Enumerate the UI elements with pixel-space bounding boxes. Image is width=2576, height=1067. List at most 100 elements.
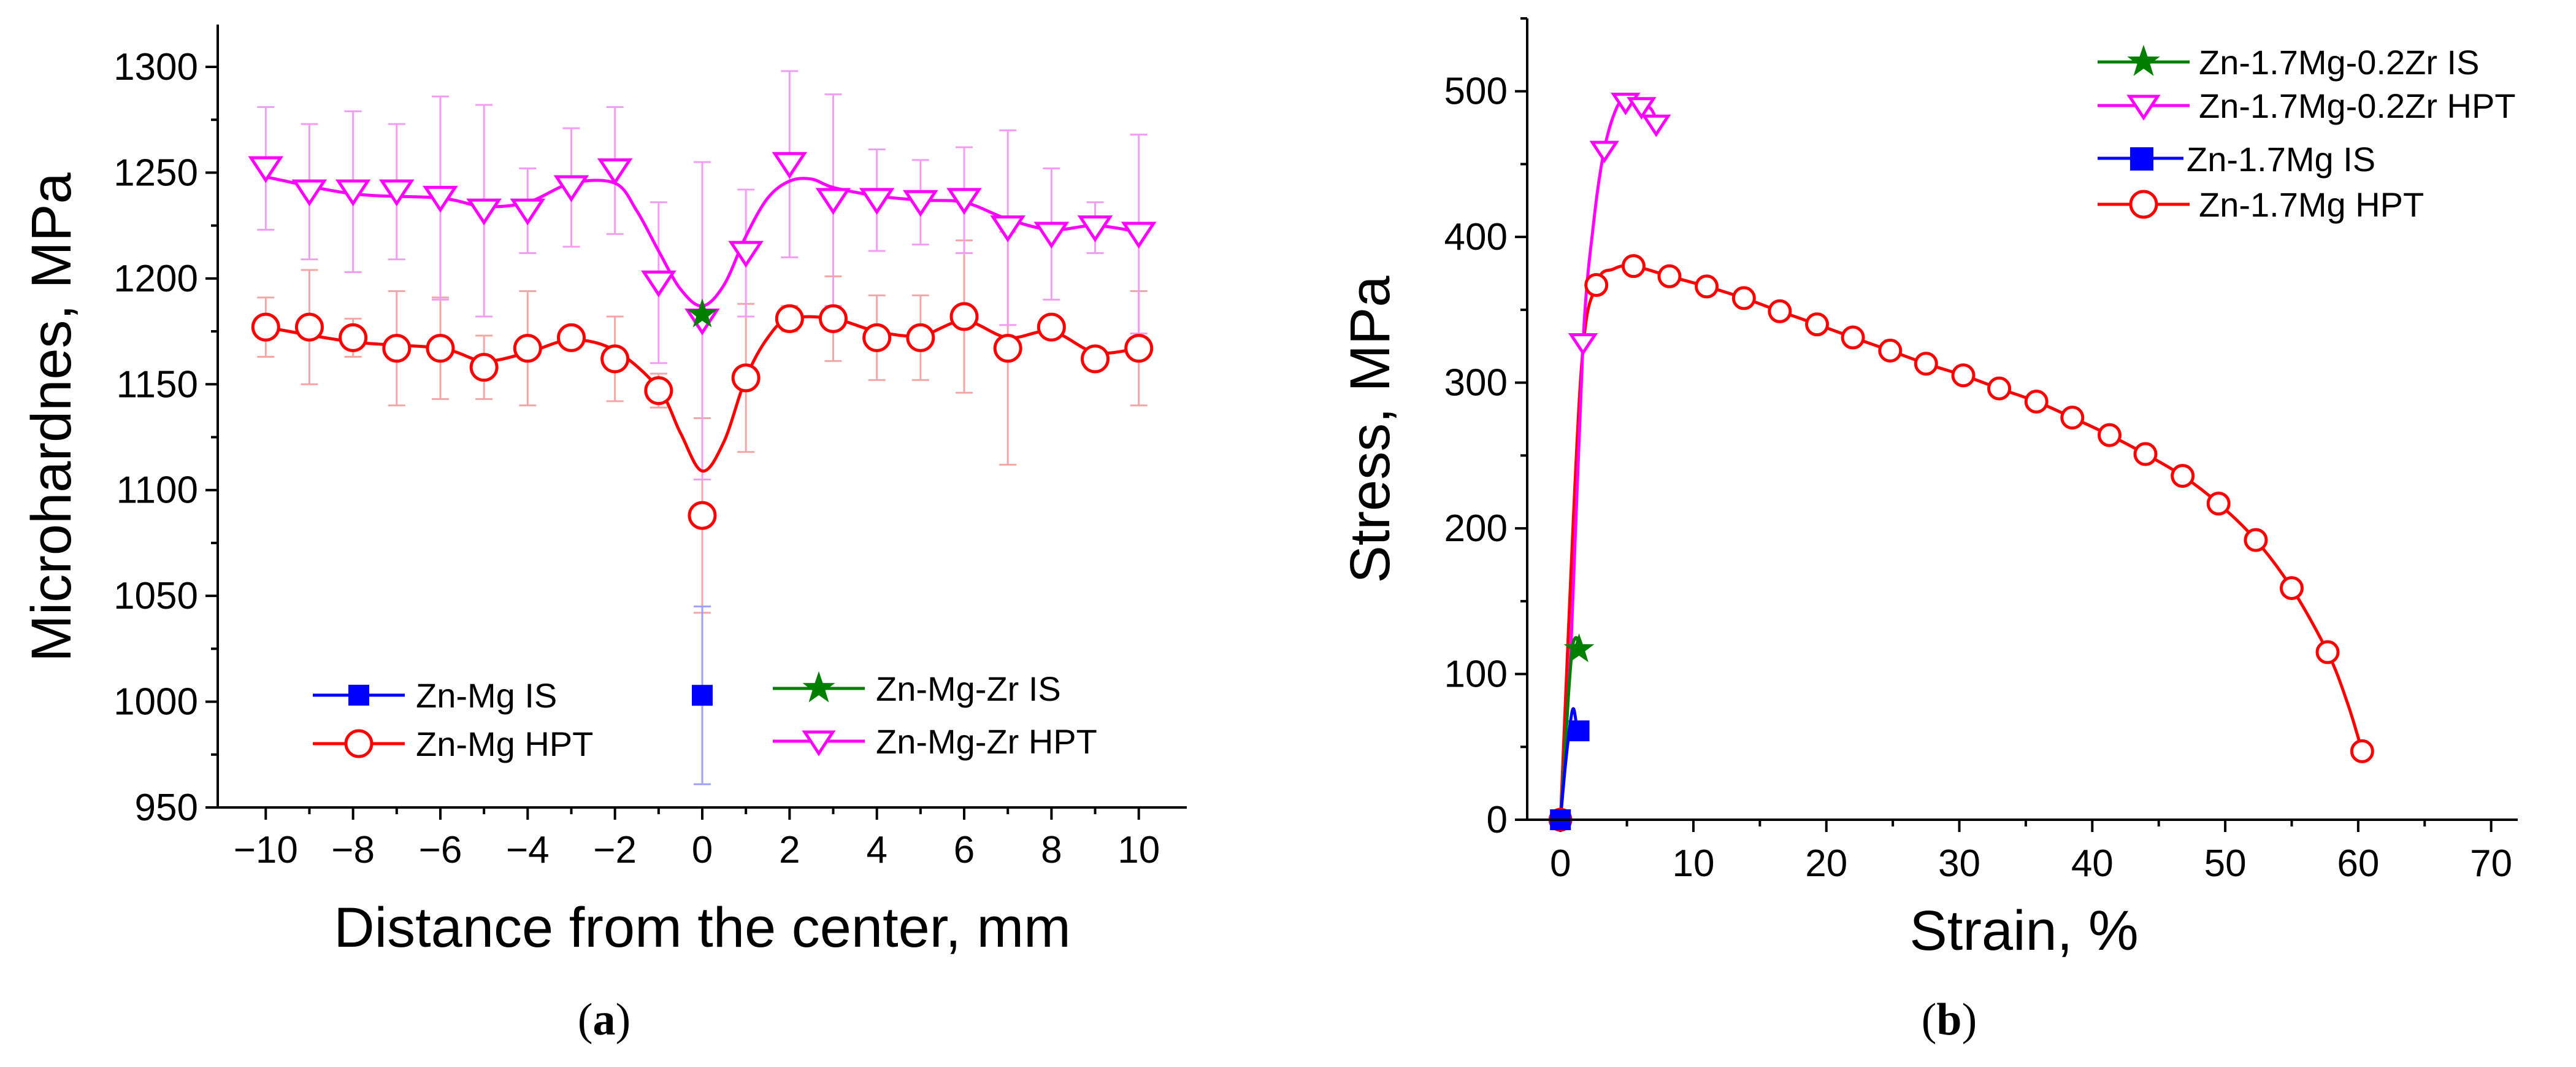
a-x-axis-title: Distance from the center, mm <box>334 896 1071 959</box>
a-point-zn-mg-hpt <box>775 304 804 333</box>
b-data-markers <box>1548 93 2374 832</box>
a-point-zn-mg-hpt <box>1124 334 1154 363</box>
b-legend-entry-zn-mg-zr-hpt: Zn-1.7Mg-0.2Zr HPT <box>2098 87 2516 125</box>
a-point-zn-mg-zr-hpt <box>903 190 938 217</box>
b-caption-letter: b <box>1936 995 1961 1045</box>
a-legend-entry-zn-mg-hpt: Zn-Mg HPT <box>313 725 593 763</box>
a-point-zn-mg-zr-hpt <box>553 175 589 202</box>
a-point-zn-mg-hpt <box>339 323 368 352</box>
a-point-zn-mg-hpt <box>294 312 324 342</box>
b-x-tick-label: 20 <box>1805 842 1847 885</box>
b-point-zn-mg-zr-hpt <box>1627 97 1657 120</box>
a-y-tick-label: 1050 <box>113 575 198 617</box>
a-point-zn-mg-zr-hpt <box>466 198 502 226</box>
b-point-zn-mg-hpt <box>1951 363 1976 388</box>
a-point-zn-mg-hpt <box>644 376 673 406</box>
a-point-zn-mg-zr-is <box>687 298 718 328</box>
a-point-zn-mg-zr-hpt <box>1121 221 1157 249</box>
a-x-tick-label: 4 <box>866 829 887 871</box>
a-point-zn-mg-zr-hpt <box>990 215 1025 242</box>
b-point-zn-mg-hpt <box>1731 286 1756 310</box>
a-y-tick-label: 1250 <box>113 152 198 194</box>
a-point-zn-mg-zr-hpt <box>641 270 677 298</box>
b-point-zn-mg-hpt <box>2350 739 2374 763</box>
a-x-tick-label: 6 <box>954 829 975 871</box>
b-point-zn-mg-hpt <box>1878 338 1903 363</box>
b-point-zn-mg-hpt <box>2315 640 2340 664</box>
panel-b-stress-strain: 0 100 200 300 400 500 0 10 20 30 40 50 60 70 Stress,… <box>1339 17 2518 1045</box>
a-point-zn-mg-zr-hpt <box>859 188 895 215</box>
a-x-tick-label: 10 <box>1117 829 1160 871</box>
b-point-zn-mg-hpt <box>1987 376 2012 401</box>
a-point-zn-mg-zr-hpt <box>1077 215 1113 242</box>
a-point-zn-mg-hpt <box>426 334 455 363</box>
a-point-zn-mg-is <box>692 685 713 706</box>
b-legend-star-marker <box>2127 45 2160 76</box>
a-point-zn-mg-zr-hpt <box>1033 221 1070 249</box>
b-point-zn-mg-zr-is <box>1563 633 1595 663</box>
a-y-tick-labels: 950 1000 1050 1100 1150 1200 1250 1300 <box>113 46 198 829</box>
b-x-tick-label: 70 <box>2470 842 2512 885</box>
b-point-zn-mg-zr-hpt <box>1568 333 1598 356</box>
b-y-tick-label: 400 <box>1444 216 1508 258</box>
b-point-zn-mg-zr-hpt <box>1589 141 1619 164</box>
a-point-zn-mg-hpt <box>1081 344 1110 374</box>
a-caption-letter: a <box>593 995 616 1045</box>
a-legend-label: Zn-Mg-Zr IS <box>876 669 1061 708</box>
b-point-zn-mg-hpt <box>2024 390 2049 414</box>
b-x-tick-label: 60 <box>2337 842 2379 885</box>
a-point-zn-mg-zr-hpt <box>423 185 458 213</box>
a-x-tick-label: 2 <box>779 829 800 871</box>
a-x-tick-label: 8 <box>1041 829 1062 871</box>
b-point-zn-mg-hpt <box>2060 406 2085 430</box>
a-legend-label: Zn-Mg HPT <box>416 725 593 763</box>
b-legend-entry-zn-mg-zr-is: Zn-1.7Mg-0.2Zr IS <box>2098 43 2479 82</box>
b-point-zn-mg-hpt <box>1805 312 1830 337</box>
a-x-tick-label: 0 <box>692 829 713 871</box>
a-legend-star-marker <box>802 671 835 703</box>
b-legend-label: Zn-1.7Mg-0.2Zr IS <box>2199 43 2479 82</box>
b-legend-triangle-marker <box>2126 94 2161 121</box>
a-point-zn-mg-hpt <box>993 334 1022 363</box>
a-point-zn-mg-hpt <box>513 334 542 363</box>
b-point-zn-mg-hpt <box>1584 273 1609 298</box>
a-point-zn-mg-zr-hpt <box>772 152 808 179</box>
b-point-zn-mg-hpt <box>1841 325 1865 350</box>
b-y-tick-label: 100 <box>1444 653 1508 696</box>
b-x-tick-label: 40 <box>2071 842 2114 885</box>
b-curve-zn-mg-hpt <box>1558 264 2364 820</box>
a-point-zn-mg-hpt <box>556 323 586 352</box>
b-legend-circle-marker <box>2129 190 2158 219</box>
b-x-tick-labels: 0 10 20 30 40 50 60 70 <box>1550 842 2512 885</box>
b-x-axis-title: Strain, % <box>1909 899 2138 962</box>
a-caption: (a) <box>578 995 631 1045</box>
b-y-tick-label: 300 <box>1444 362 1508 404</box>
b-legend-label: Zn-1.7Mg IS <box>2187 140 2375 179</box>
a-legend-entry-zn-mg-zr-is: Zn-Mg-Zr IS <box>773 669 1061 708</box>
a-legend-label: Zn-Mg-Zr HPT <box>876 722 1097 761</box>
a-y-tick-label: 1200 <box>113 258 198 300</box>
b-point-zn-mg-hpt <box>2171 464 2195 488</box>
a-point-zn-mg-zr-hpt <box>946 188 982 215</box>
a-point-zn-mg-hpt <box>819 304 848 333</box>
b-point-zn-mg-hpt <box>1768 299 1792 323</box>
b-y-tick-label: 500 <box>1444 71 1508 113</box>
b-caption: (b) <box>1922 995 1977 1045</box>
a-point-zn-mg-hpt <box>469 353 499 382</box>
b-y-tick-label: 200 <box>1444 507 1508 550</box>
b-y-tick-labels: 0 100 200 300 400 500 <box>1444 71 1508 841</box>
a-legend-circle-marker <box>344 729 374 758</box>
a-y-tick-label: 1000 <box>113 681 198 723</box>
a-y-tick-label: 1150 <box>117 363 198 406</box>
a-x-tick-label: −4 <box>506 829 550 871</box>
a-point-zn-mg-hpt <box>906 323 935 352</box>
b-point-zn-mg-hpt <box>1914 352 1938 376</box>
a-point-zn-mg-zr-hpt <box>379 179 415 207</box>
a-point-zn-mg-hpt <box>1037 312 1066 342</box>
a-point-zn-mg-zr-hpt <box>291 179 328 207</box>
b-legend-square-marker <box>2130 147 2153 171</box>
b-legend-label: Zn-1.7Mg-0.2Zr HPT <box>2199 87 2516 125</box>
b-point-zn-mg-hpt <box>2097 423 2122 447</box>
a-x-tick-labels: −10 −8 −6 −4 −2 0 2 4 6 8 10 <box>234 829 1160 871</box>
